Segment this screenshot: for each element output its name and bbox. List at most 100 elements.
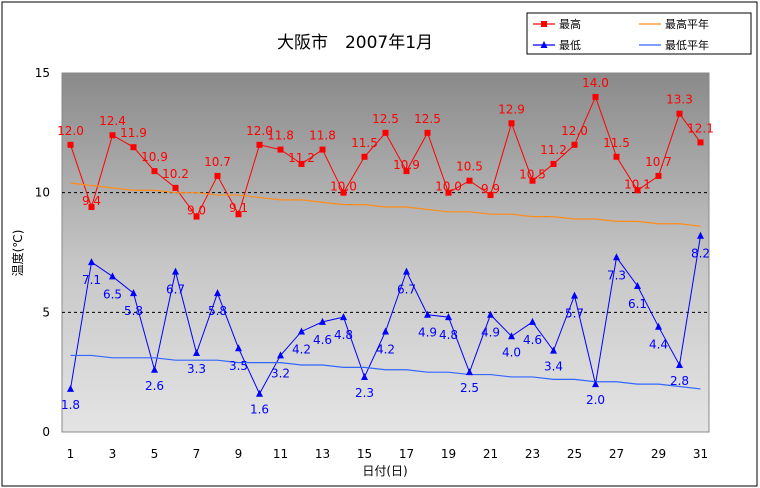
x-tick-label: 31 xyxy=(693,447,708,461)
low-point xyxy=(277,351,284,359)
high-data-label: 10.2 xyxy=(162,167,189,181)
high-data-label: 12.0 xyxy=(561,124,588,138)
high-data-label: 12.5 xyxy=(372,112,399,126)
high-data-label: 10.9 xyxy=(141,150,168,164)
low-point xyxy=(529,317,536,325)
series-line-1 xyxy=(70,182,701,227)
high-point xyxy=(382,129,389,136)
low-data-label: 5.8 xyxy=(124,304,143,318)
high-point xyxy=(550,160,557,167)
low-point xyxy=(550,346,557,354)
low-data-label: 2.3 xyxy=(355,386,374,400)
x-tick-label: 21 xyxy=(483,447,498,461)
low-data-label: 2.0 xyxy=(586,393,605,407)
low-data-label: 4.2 xyxy=(376,342,395,356)
x-tick-label: 29 xyxy=(651,447,666,461)
x-tick-label: 7 xyxy=(193,447,201,461)
low-data-label: 3.3 xyxy=(187,362,206,376)
high-point xyxy=(571,141,578,148)
low-point xyxy=(151,365,158,373)
low-point xyxy=(193,349,200,357)
x-tick-label: 5 xyxy=(151,447,159,461)
low-data-label: 4.8 xyxy=(334,328,353,342)
low-point xyxy=(571,291,578,299)
low-point xyxy=(487,310,494,318)
high-point xyxy=(319,146,326,153)
low-point xyxy=(697,231,704,239)
low-point xyxy=(676,360,683,368)
high-point xyxy=(508,120,515,127)
high-data-label: 10.5 xyxy=(456,160,483,174)
low-data-label: 5.7 xyxy=(565,307,584,321)
low-point xyxy=(655,322,662,330)
high-data-label: 12.5 xyxy=(414,112,441,126)
high-data-label: 10.0 xyxy=(435,180,462,194)
high-point xyxy=(613,153,620,160)
x-tick-label: 27 xyxy=(609,447,624,461)
high-data-label: 9.1 xyxy=(229,201,248,215)
low-data-label: 4.8 xyxy=(439,328,458,342)
high-data-label: 12.0 xyxy=(246,124,273,138)
low-data-label: 6.7 xyxy=(166,283,185,297)
x-tick-label: 9 xyxy=(235,447,243,461)
low-data-label: 4.0 xyxy=(502,345,521,359)
legend-entry: 最低平年 xyxy=(665,38,709,52)
high-point xyxy=(361,153,368,160)
high-point xyxy=(172,184,179,191)
high-point xyxy=(340,189,347,196)
low-point xyxy=(319,317,326,325)
high-data-label: 9.9 xyxy=(481,182,500,196)
low-point xyxy=(508,332,515,340)
high-data-label: 10.9 xyxy=(393,158,420,172)
high-point xyxy=(403,168,410,175)
low-data-label: 4.6 xyxy=(313,333,332,347)
high-point xyxy=(424,129,431,136)
high-data-label: 11.5 xyxy=(351,136,378,150)
high-data-label: 10.0 xyxy=(330,180,357,194)
high-point xyxy=(466,177,473,184)
legend-entry: 最高 xyxy=(559,17,581,31)
low-data-label: 3.5 xyxy=(229,359,248,373)
low-data-label: 2.5 xyxy=(460,381,479,395)
y-tick-label: 10 xyxy=(35,186,50,200)
high-data-label: 12.1 xyxy=(687,121,714,135)
high-point xyxy=(67,141,74,148)
high-point xyxy=(277,146,284,153)
low-data-label: 4.9 xyxy=(418,326,437,340)
low-point xyxy=(130,289,137,297)
low-point xyxy=(298,327,305,335)
high-data-label: 11.8 xyxy=(309,129,336,143)
low-data-label: 5.8 xyxy=(208,304,227,318)
low-data-label: 4.9 xyxy=(481,326,500,340)
low-data-label: 8.2 xyxy=(691,247,710,261)
high-point xyxy=(88,204,95,211)
low-point xyxy=(613,253,620,261)
high-point xyxy=(235,211,242,218)
x-tick-label: 19 xyxy=(441,447,456,461)
low-data-label: 1.6 xyxy=(250,403,269,417)
high-point xyxy=(214,172,221,179)
legend-entry: 最低 xyxy=(559,39,581,52)
y-tick-label: 0 xyxy=(42,425,50,439)
low-data-label: 3.2 xyxy=(271,366,290,380)
low-data-label: 4.6 xyxy=(523,333,542,347)
high-point xyxy=(676,110,683,117)
high-data-label: 11.8 xyxy=(267,129,294,143)
x-tick-label: 1 xyxy=(67,447,75,461)
low-point xyxy=(634,282,641,290)
high-data-label: 13.3 xyxy=(666,93,693,107)
high-point xyxy=(592,93,599,100)
high-point xyxy=(298,160,305,167)
low-point xyxy=(235,344,242,352)
high-point xyxy=(193,213,200,220)
low-point xyxy=(109,272,116,280)
high-data-label: 10.5 xyxy=(519,168,546,182)
x-tick-label: 13 xyxy=(315,447,330,461)
low-data-label: 2.8 xyxy=(670,374,689,388)
legend-marker-square xyxy=(541,21,547,27)
low-data-label: 4.2 xyxy=(292,342,311,356)
high-point xyxy=(445,189,452,196)
legend-box xyxy=(526,12,752,55)
low-point xyxy=(256,389,263,397)
